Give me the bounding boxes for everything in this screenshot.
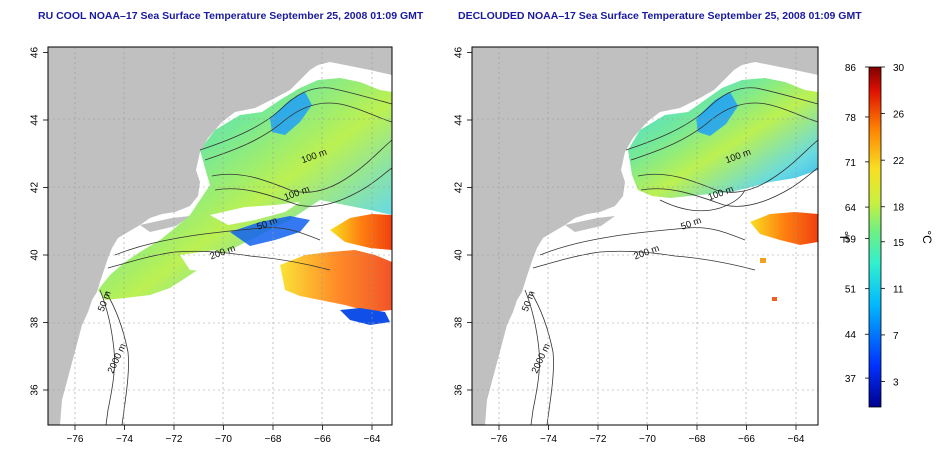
- right-map-panel: [471, 46, 819, 426]
- left-map-frame: [47, 46, 393, 426]
- celsius-tick-label: 18: [893, 203, 905, 214]
- right-sst-blue-gulf: [696, 92, 738, 136]
- colorbar-ticks: 86 78 71 64 59 51 44 37 30 26 22 18 15 11 7 3: [845, 63, 905, 389]
- right-sst-warm-east: [750, 212, 818, 245]
- left-x-tick-label: −70: [215, 434, 232, 445]
- left-map-panel: [47, 46, 393, 426]
- celsius-tick-label: 26: [893, 110, 905, 121]
- celsius-tick-label: 7: [893, 331, 899, 342]
- left-y-tick-label: 42: [30, 182, 41, 194]
- right-y-tick-label: 36: [454, 384, 465, 396]
- fahrenheit-tick-label: 64: [845, 203, 857, 214]
- left-sst-cold-patch: [230, 216, 310, 246]
- left-grid: [48, 47, 392, 425]
- right-land: [472, 47, 818, 425]
- left-nova-scotia-land: [350, 47, 392, 66]
- left-x-tick-label: −68: [265, 434, 282, 445]
- fahrenheit-tick-label: 51: [845, 285, 857, 296]
- celsius-tick-label: 11: [893, 284, 904, 295]
- right-x-tick-label: −64: [788, 434, 805, 445]
- right-map-frame: [471, 46, 819, 426]
- fahrenheit-tick-label: 37: [845, 374, 857, 385]
- celsius-tick-label: 30: [893, 63, 905, 74]
- right-long-island: [565, 216, 615, 232]
- left-long-island: [140, 216, 190, 232]
- left-sst-warm-south: [280, 250, 392, 312]
- right-x-tick-label: −70: [639, 434, 656, 445]
- left-bathymetry-contours: [99, 87, 392, 425]
- celsius-tick-label: 22: [893, 156, 905, 167]
- right-x-tick-label: −76: [491, 434, 508, 445]
- right-x-tick-label: −66: [738, 434, 755, 445]
- left-cloud-gap: [210, 202, 300, 225]
- right-x-tick-label: −74: [540, 434, 557, 445]
- right-y-tick-label: 42: [454, 182, 465, 194]
- right-y-tick-label: 46: [454, 47, 465, 59]
- celsius-tick-label: 3: [893, 378, 899, 389]
- left-sst-warm-east: [330, 214, 392, 250]
- left-y-tick-label: 38: [30, 317, 41, 329]
- left-y-tick-label: 46: [30, 47, 41, 59]
- left-x-tick-label: −72: [166, 434, 183, 445]
- right-sst-speck-2: [772, 297, 777, 301]
- right-x-tick-label: −72: [590, 434, 607, 445]
- left-map-title: RU COOL NOAA–17 Sea Surface Temperature …: [38, 10, 424, 22]
- left-sst-coverage: [98, 78, 392, 300]
- fahrenheit-tick-label: 71: [845, 158, 857, 169]
- right-map-title: DECLOUDED NOAA–17 Sea Surface Temperatur…: [458, 10, 862, 22]
- right-sst-speck: [760, 258, 766, 263]
- colorbar: 86 78 71 64 59 51 44 37 30 26 22 18 15 11 7 3 °F °C: [837, 63, 934, 408]
- right-grid: [472, 47, 818, 425]
- right-y-tick-label: 38: [454, 317, 465, 329]
- left-y-tick-label: 44: [30, 114, 41, 126]
- left-y-tick-label: 36: [30, 384, 41, 396]
- colorbar-gradient: [868, 66, 882, 408]
- celsius-tick-label: 15: [893, 238, 905, 249]
- right-sst-coverage: [628, 78, 818, 198]
- celsius-unit-label: °C: [920, 230, 934, 244]
- right-y-tick-label: 40: [454, 249, 465, 261]
- left-x-tick-label: −76: [67, 434, 84, 445]
- fahrenheit-tick-label: 86: [845, 63, 857, 74]
- fahrenheit-unit-label: °F: [837, 231, 851, 243]
- axis-tick-labels: −76 −74 −72 −70 −68 −66 −64 36 38 40 42 44 46 −76 −74 −…: [30, 47, 805, 445]
- left-x-tick-label: −66: [314, 434, 331, 445]
- left-sst-blue-south: [340, 308, 390, 325]
- left-land: [48, 47, 392, 425]
- fahrenheit-tick-label: 44: [845, 330, 857, 341]
- right-y-tick-label: 44: [454, 114, 465, 126]
- left-y-tick-label: 40: [30, 249, 41, 261]
- right-x-tick-label: −68: [689, 434, 706, 445]
- right-bathymetry-contours: [524, 87, 818, 425]
- left-x-tick-label: −64: [364, 434, 381, 445]
- left-cloud-gap-2: [180, 250, 240, 272]
- left-x-tick-label: −74: [116, 434, 133, 445]
- fahrenheit-tick-label: 78: [845, 113, 857, 124]
- fahrenheit-tick-label: 59: [845, 234, 857, 245]
